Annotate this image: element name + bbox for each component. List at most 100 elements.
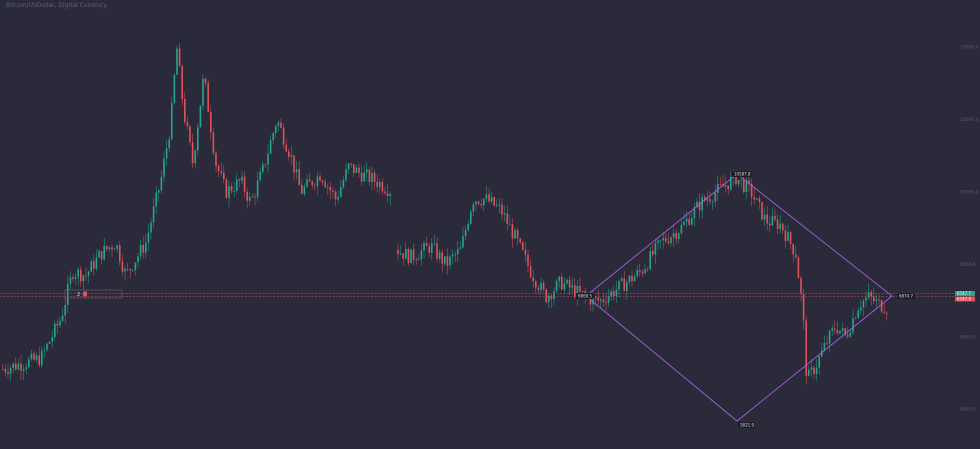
candle	[683, 221, 685, 225]
candle	[223, 172, 225, 180]
candle	[111, 247, 113, 250]
candle	[813, 367, 815, 375]
candle	[353, 164, 355, 173]
candle	[670, 237, 672, 244]
diamond-left-label-box	[576, 293, 594, 299]
candle	[776, 219, 779, 230]
candle	[319, 176, 321, 181]
candle	[199, 105, 202, 128]
candle	[249, 196, 251, 201]
candle	[303, 186, 306, 194]
candle	[873, 296, 875, 302]
candle	[373, 173, 376, 182]
candle	[815, 367, 818, 375]
last-price-label-upper: 6747.7	[957, 291, 971, 296]
candle	[298, 169, 300, 186]
candle	[243, 176, 246, 192]
candle	[246, 191, 248, 201]
candle	[12, 363, 14, 369]
candle	[641, 271, 644, 274]
candle	[748, 180, 750, 184]
price-range-label: 2	[77, 292, 80, 298]
candle	[366, 169, 368, 173]
candle	[20, 363, 22, 371]
candle	[451, 254, 454, 257]
candle	[230, 186, 233, 192]
candle	[649, 250, 651, 269]
candle	[581, 291, 584, 292]
candle	[402, 253, 404, 259]
candle	[251, 196, 254, 198]
price-range-box	[64, 289, 123, 299]
candle	[228, 186, 230, 198]
candle	[727, 185, 729, 190]
candle	[126, 268, 129, 270]
candle	[93, 261, 95, 269]
candle	[779, 223, 781, 230]
candle	[15, 363, 17, 370]
candle	[696, 201, 698, 208]
candle	[740, 179, 742, 181]
candle	[644, 269, 646, 274]
candle	[527, 254, 529, 266]
candle	[59, 320, 61, 326]
candle	[108, 247, 111, 250]
candle	[285, 144, 287, 152]
candle	[709, 199, 711, 202]
candle	[730, 176, 732, 190]
candle	[267, 153, 269, 165]
candle	[490, 197, 493, 202]
candle	[381, 182, 384, 192]
candle	[145, 242, 147, 253]
diamond-pattern	[585, 173, 893, 422]
candle	[667, 241, 670, 244]
candle	[74, 276, 77, 279]
candle	[259, 171, 261, 181]
candle	[808, 369, 810, 376]
candle	[763, 214, 766, 220]
candle	[350, 163, 352, 165]
candle	[56, 323, 59, 326]
candle	[795, 254, 797, 258]
candle	[163, 158, 165, 177]
candle	[714, 192, 716, 202]
candle	[498, 204, 501, 206]
candle	[272, 133, 274, 141]
candle	[496, 205, 498, 206]
candle	[579, 285, 581, 292]
candle	[607, 296, 610, 303]
candle	[220, 171, 222, 173]
candle	[194, 150, 196, 164]
candle	[295, 169, 298, 173]
candle	[805, 320, 807, 376]
candle	[98, 251, 100, 258]
candle	[210, 112, 212, 133]
candle	[238, 179, 241, 181]
candle	[132, 270, 134, 271]
candle	[449, 256, 451, 266]
candle	[852, 318, 854, 333]
diamond-top-label-box	[732, 171, 752, 177]
candle	[672, 233, 675, 238]
candle	[802, 293, 805, 321]
candle	[116, 245, 118, 249]
candle	[264, 164, 267, 166]
candle	[678, 233, 680, 239]
candle	[202, 78, 204, 106]
candle	[134, 262, 137, 271]
candle	[363, 172, 365, 182]
candle	[46, 343, 48, 350]
candle	[301, 185, 303, 194]
candle	[176, 48, 178, 75]
candle	[212, 132, 215, 153]
candle	[797, 257, 800, 279]
diamond-right-label-box	[897, 293, 915, 299]
candle	[662, 238, 664, 241]
candle	[327, 186, 329, 188]
candle	[597, 297, 599, 301]
candle	[548, 295, 550, 303]
candle	[854, 318, 857, 319]
candle	[519, 238, 521, 243]
candle	[376, 181, 378, 187]
